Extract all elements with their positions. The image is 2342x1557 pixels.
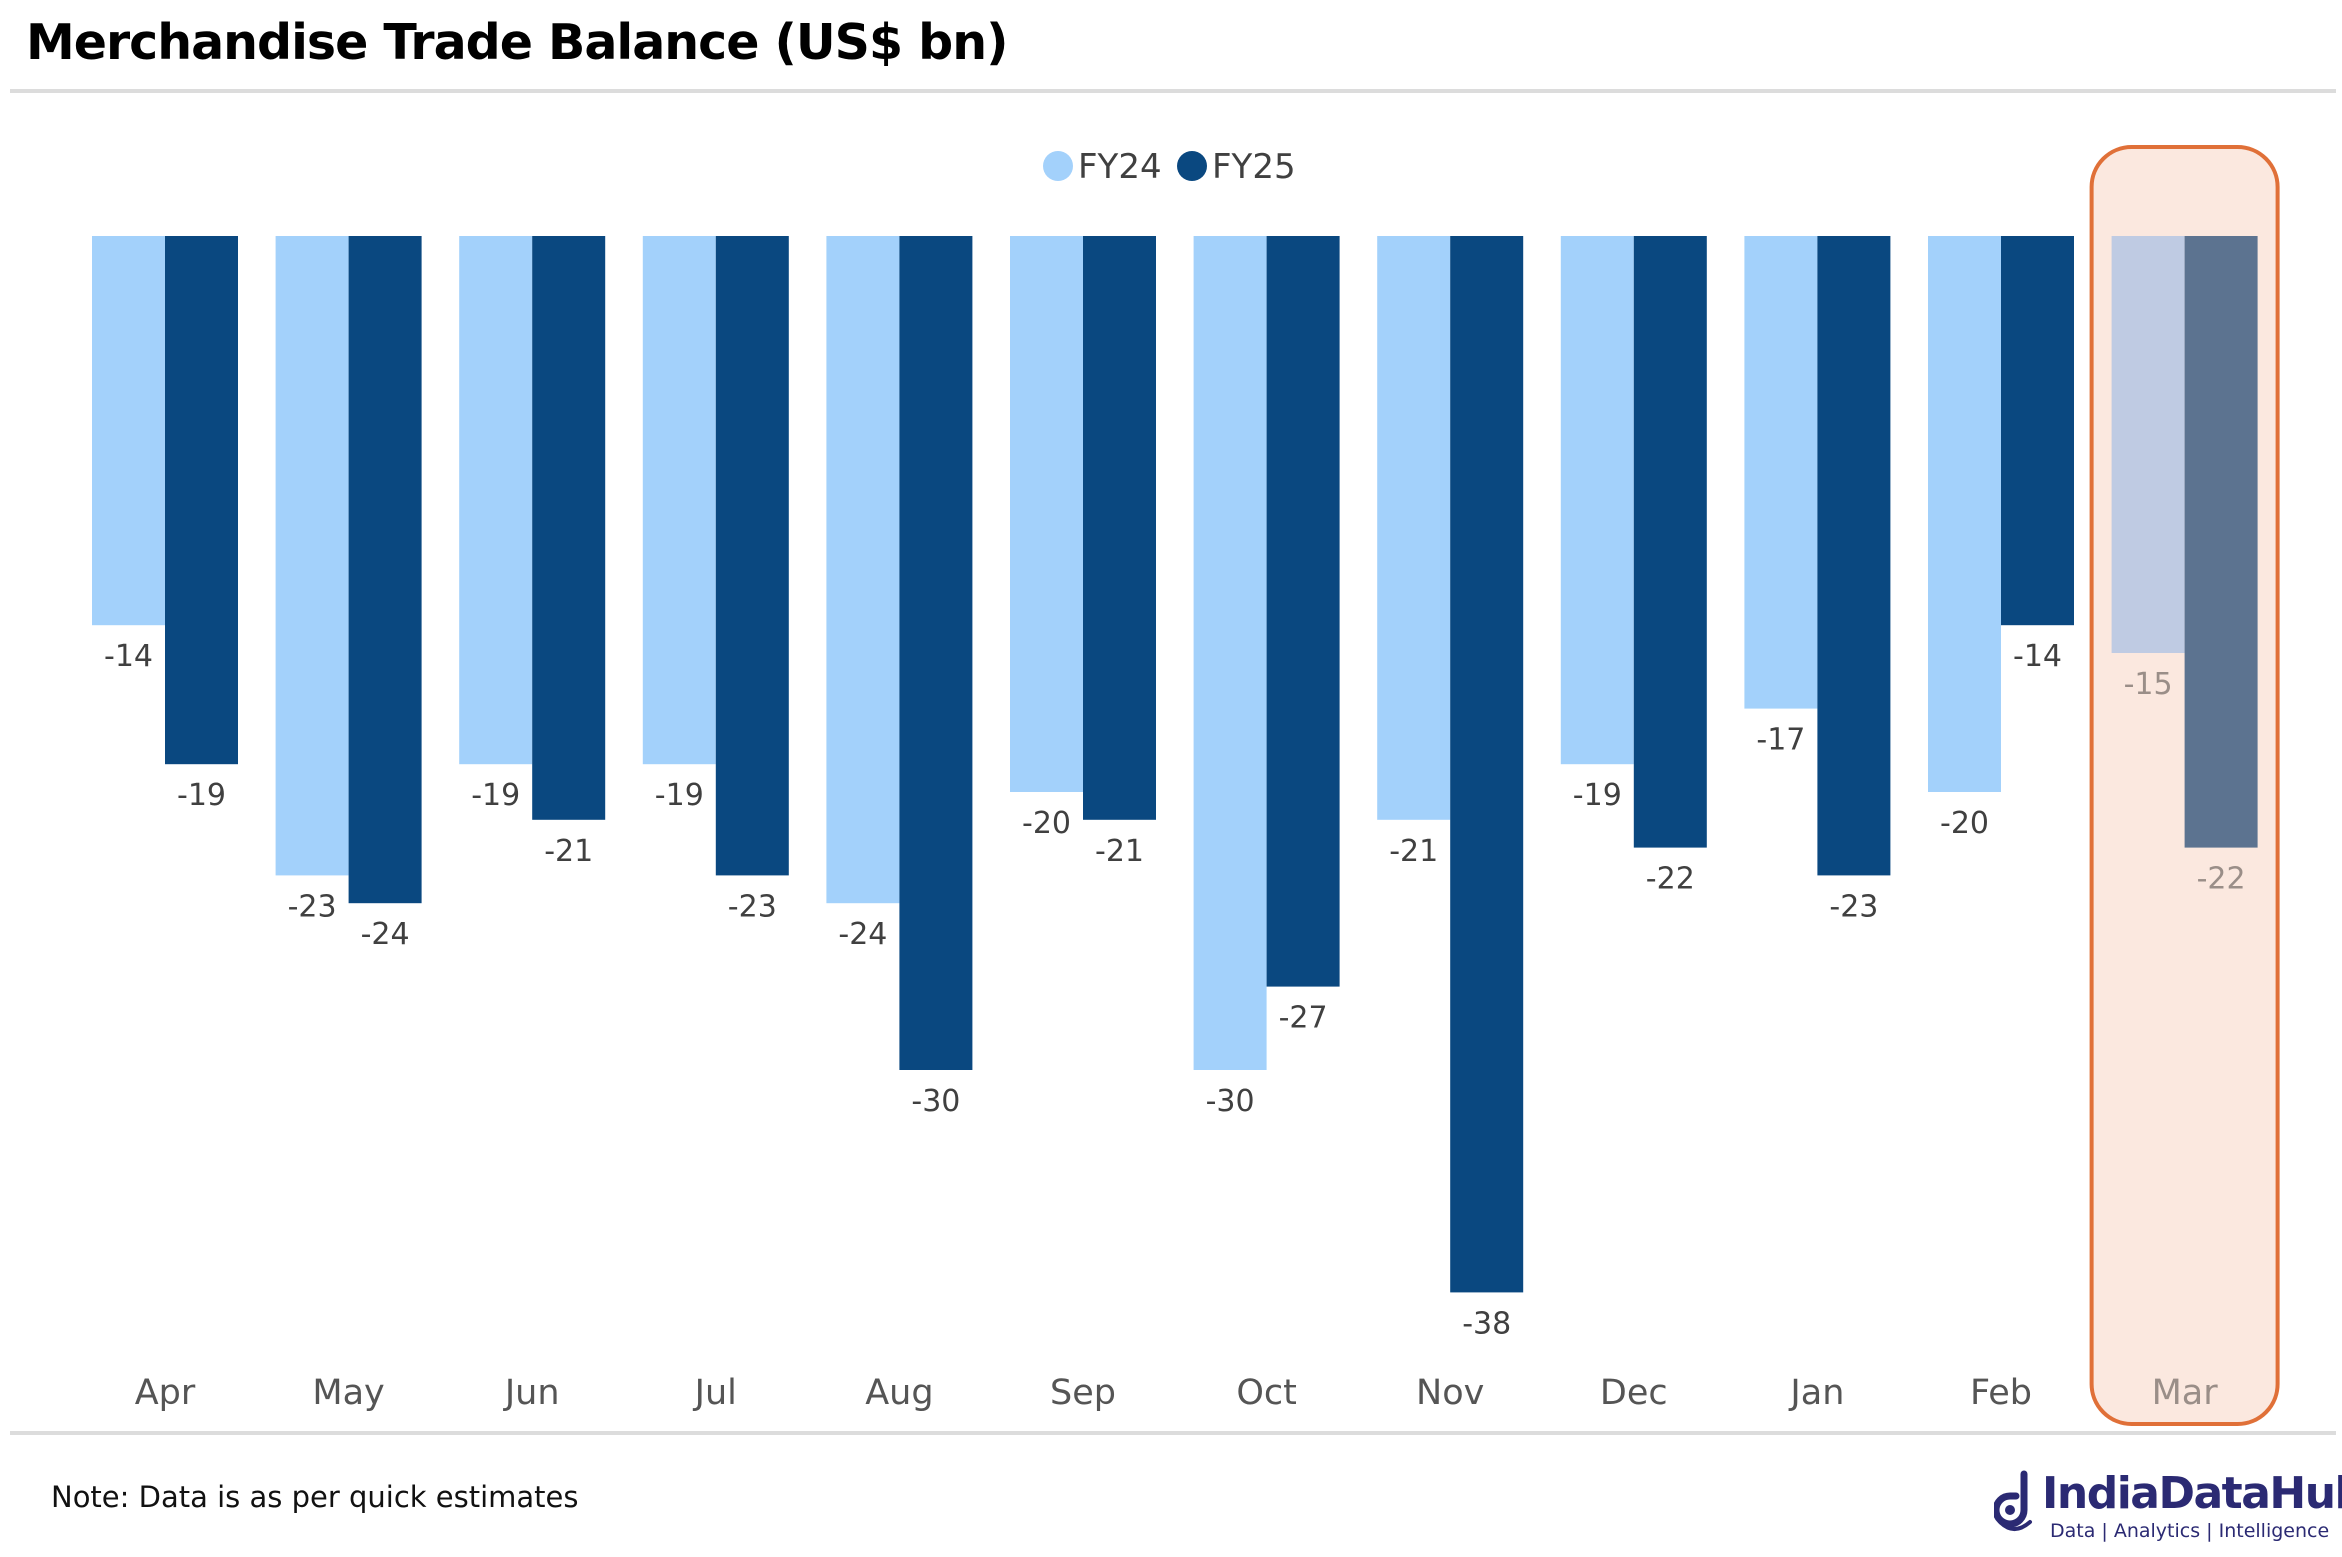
- bar-fy25-jun: [532, 236, 606, 820]
- legend-label-fy25: FY25: [1212, 147, 1296, 187]
- data-label-fy24-dec: -19: [1573, 778, 1622, 813]
- data-label-fy25-mar: -22: [2197, 862, 2246, 897]
- data-label-fy24-feb: -20: [1940, 806, 1989, 841]
- bar-fy25-dec: [1633, 236, 1707, 848]
- data-label-fy25-apr: -19: [177, 778, 226, 813]
- brand-name: IndiaDataHub: [2042, 1468, 2342, 1519]
- x-tick-oct: Oct: [1236, 1373, 1297, 1413]
- legend-marker-fy25: [1177, 151, 1207, 181]
- page-title: Merchandise Trade Balance (US$ bn): [26, 14, 1008, 71]
- bar-fy24-jun: [459, 236, 533, 765]
- x-tick-mar: Mar: [2152, 1373, 2219, 1413]
- data-label-fy24-aug: -24: [838, 917, 887, 952]
- x-tick-jan: Jan: [1788, 1373, 1844, 1413]
- data-label-fy24-jan: -17: [1756, 723, 1805, 758]
- data-label-fy24-nov: -21: [1389, 834, 1438, 869]
- x-tick-dec: Dec: [1600, 1373, 1668, 1413]
- data-label-fy25-dec: -22: [1646, 862, 1695, 897]
- x-tick-feb: Feb: [1970, 1373, 2032, 1413]
- bar-fy24-jul: [642, 236, 716, 765]
- brand-tagline: Data | Analytics | Intelligence: [2050, 1520, 2330, 1542]
- bar-fy24-oct: [1193, 236, 1267, 1070]
- x-tick-sep: Sep: [1050, 1373, 1116, 1413]
- bar-fy25-mar: [2184, 236, 2258, 848]
- bar-fy24-feb: [1928, 236, 2001, 792]
- x-tick-jul: Jul: [693, 1373, 737, 1413]
- bar-fy25-feb: [2001, 236, 2074, 626]
- bar-fy25-jul: [715, 236, 789, 876]
- data-label-fy25-jul: -23: [728, 889, 777, 924]
- bar-fy25-nov: [1450, 236, 1524, 1293]
- x-tick-may: May: [312, 1373, 384, 1413]
- data-label-fy25-oct: -27: [1279, 1001, 1328, 1036]
- data-label-fy24-may: -23: [288, 889, 337, 924]
- x-tick-apr: Apr: [135, 1373, 196, 1413]
- bar-fy24-nov: [1377, 236, 1451, 820]
- bar-fy25-jan: [1817, 236, 1891, 876]
- brand-logo-icon: [1994, 1470, 2032, 1531]
- bar-fy25-sep: [1083, 236, 1156, 820]
- bar-fy24-may: [275, 236, 349, 876]
- data-label-fy25-jun: -21: [544, 834, 593, 869]
- data-label-fy24-apr: -14: [104, 639, 153, 674]
- bar-fy24-mar: [2111, 236, 2185, 653]
- data-label-fy25-may: -24: [361, 917, 410, 952]
- legend-label-fy24: FY24: [1078, 147, 1162, 187]
- data-label-fy24-mar: -15: [2124, 667, 2173, 702]
- bar-fy25-apr: [165, 236, 238, 765]
- bar-fy25-aug: [899, 236, 973, 1070]
- top-divider: [10, 89, 2336, 93]
- bottom-divider: [10, 1431, 2336, 1435]
- x-tick-aug: Aug: [865, 1373, 933, 1413]
- bar-fy25-may: [348, 236, 422, 904]
- data-label-fy24-oct: -30: [1206, 1084, 1255, 1119]
- data-label-fy25-aug: -30: [911, 1084, 960, 1119]
- x-tick-nov: Nov: [1416, 1373, 1484, 1413]
- brand-logo: IndiaDataHub Data | Analytics | Intellig…: [1994, 1468, 2342, 1548]
- data-label-fy24-sep: -20: [1022, 806, 1071, 841]
- chart-legend: FY24 FY25: [1043, 147, 1296, 187]
- data-label-fy25-jan: -23: [1829, 889, 1878, 924]
- bar-fy24-sep: [1010, 236, 1083, 792]
- data-label-fy25-feb: -14: [2013, 639, 2062, 674]
- bar-fy24-apr: [92, 236, 165, 626]
- bar-fy25-oct: [1266, 236, 1340, 987]
- trade-balance-chart: FY24 FY25 -14 -19 -23 -24 -19 -21 -19 -23 -24 -30 -…: [92, 145, 2280, 1426]
- data-label-fy25-nov: -38: [1462, 1306, 1511, 1341]
- data-label-fy24-jun: -19: [471, 778, 520, 813]
- data-label-fy25-sep: -21: [1095, 834, 1144, 869]
- bar-fy24-jan: [1744, 236, 1818, 709]
- x-tick-jun: Jun: [503, 1373, 560, 1413]
- data-label-fy24-jul: -19: [655, 778, 704, 813]
- bar-fy24-dec: [1560, 236, 1634, 765]
- footnote: Note: Data is as per quick estimates: [51, 1480, 579, 1514]
- bar-fy24-aug: [826, 236, 900, 904]
- legend-marker-fy24: [1043, 151, 1073, 181]
